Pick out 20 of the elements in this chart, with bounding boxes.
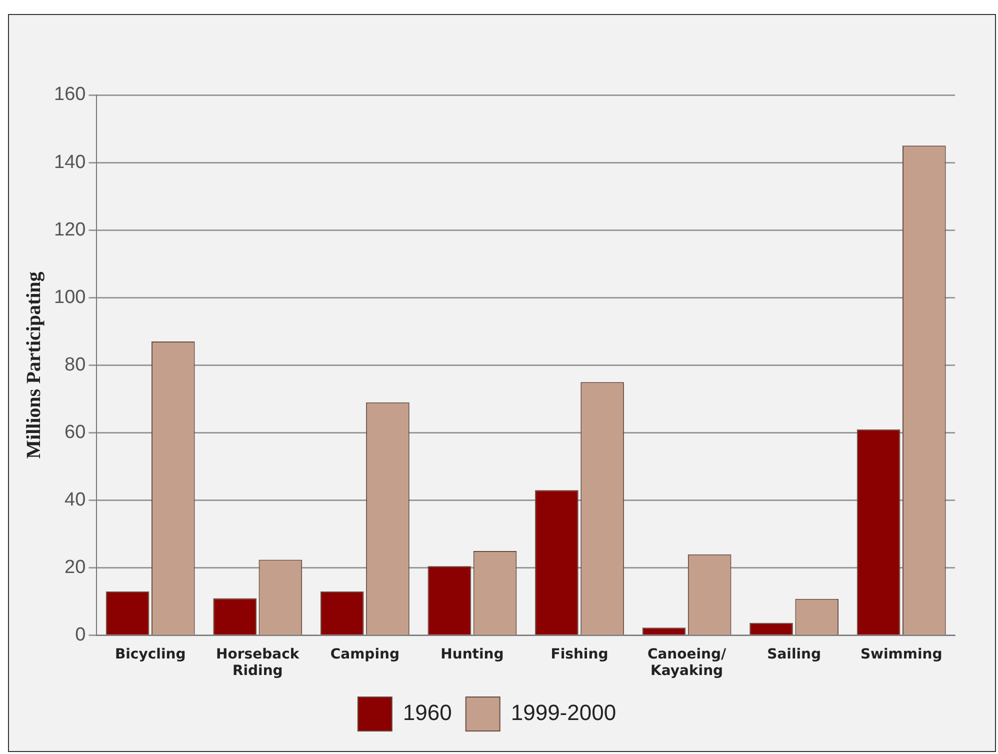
y-tick-label: 100 — [54, 286, 86, 308]
x-tick-label: Bicycling — [114, 646, 186, 662]
y-tick-label: 120 — [54, 219, 86, 240]
y-tick-label: 80 — [64, 354, 86, 376]
x-tick-label: Swimming — [860, 646, 942, 662]
y-tick-label: 60 — [64, 422, 86, 443]
x-tick-label: Canoeing/ Kayaking — [647, 646, 728, 680]
y-tick-label: 140 — [54, 152, 86, 173]
x-tick-label: Sailing — [767, 646, 822, 662]
x-tick-label: Horseback Riding — [216, 646, 300, 680]
legend-label: 1960 — [402, 700, 452, 726]
y-tick-label: 20 — [64, 557, 86, 578]
x-tick-label: Camping — [330, 646, 400, 662]
x-tick-label: Fishing — [550, 646, 608, 662]
legend-label: 1999-2000 — [510, 700, 616, 726]
y-axis-title: Millions Participating — [23, 272, 46, 459]
y-tick-label: 160 — [54, 84, 86, 106]
y-tick-label: 0 — [75, 624, 86, 646]
y-tick-label: 40 — [64, 490, 86, 511]
x-tick-label: Hunting — [440, 646, 504, 662]
